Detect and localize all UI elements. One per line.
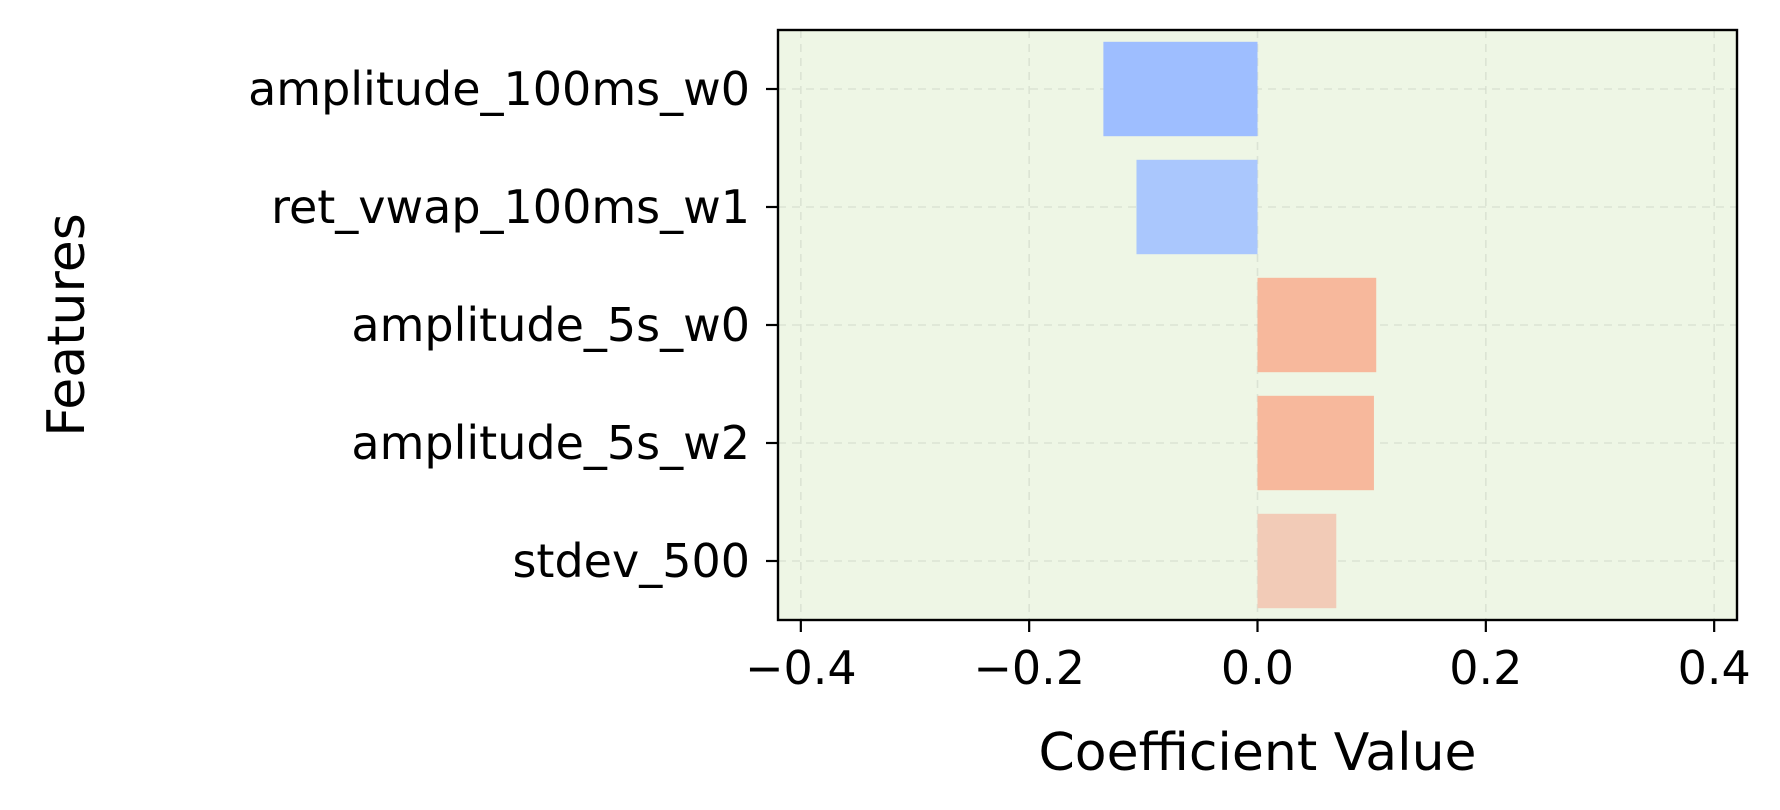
x-tick-label: −0.4 bbox=[745, 641, 857, 695]
bars bbox=[1103, 41, 1377, 609]
x-tick-label: 0.2 bbox=[1449, 641, 1522, 695]
bar-amplitude-100ms-w0 bbox=[1103, 41, 1258, 137]
y-tick-label: amplitude_100ms_w0 bbox=[248, 62, 750, 116]
bar-ret-vwap-100ms-w1 bbox=[1136, 159, 1258, 255]
y-axis-title: Features bbox=[37, 213, 97, 437]
x-tick-label: 0.0 bbox=[1221, 641, 1294, 695]
y-tick-label: amplitude_5s_w2 bbox=[351, 416, 750, 470]
x-tick-label: 0.4 bbox=[1678, 641, 1751, 695]
bar-stdev-500 bbox=[1257, 513, 1337, 609]
y-tick-label: stdev_500 bbox=[512, 534, 750, 588]
x-axis-title: Coefficient Value bbox=[1038, 723, 1476, 783]
y-tick-label: amplitude_5s_w0 bbox=[351, 298, 750, 352]
bar-amplitude-5s-w0 bbox=[1257, 277, 1377, 373]
x-axis: −0.4 −0.2 0.0 0.2 0.4 bbox=[745, 620, 1751, 695]
x-tick-label: −0.2 bbox=[973, 641, 1085, 695]
y-tick-label: ret_vwap_100ms_w1 bbox=[271, 180, 750, 234]
y-axis: stdev_500 amplitude_5s_w2 amplitude_5s_w0 r… bbox=[248, 62, 778, 588]
bar-amplitude-5s-w2 bbox=[1257, 395, 1374, 491]
